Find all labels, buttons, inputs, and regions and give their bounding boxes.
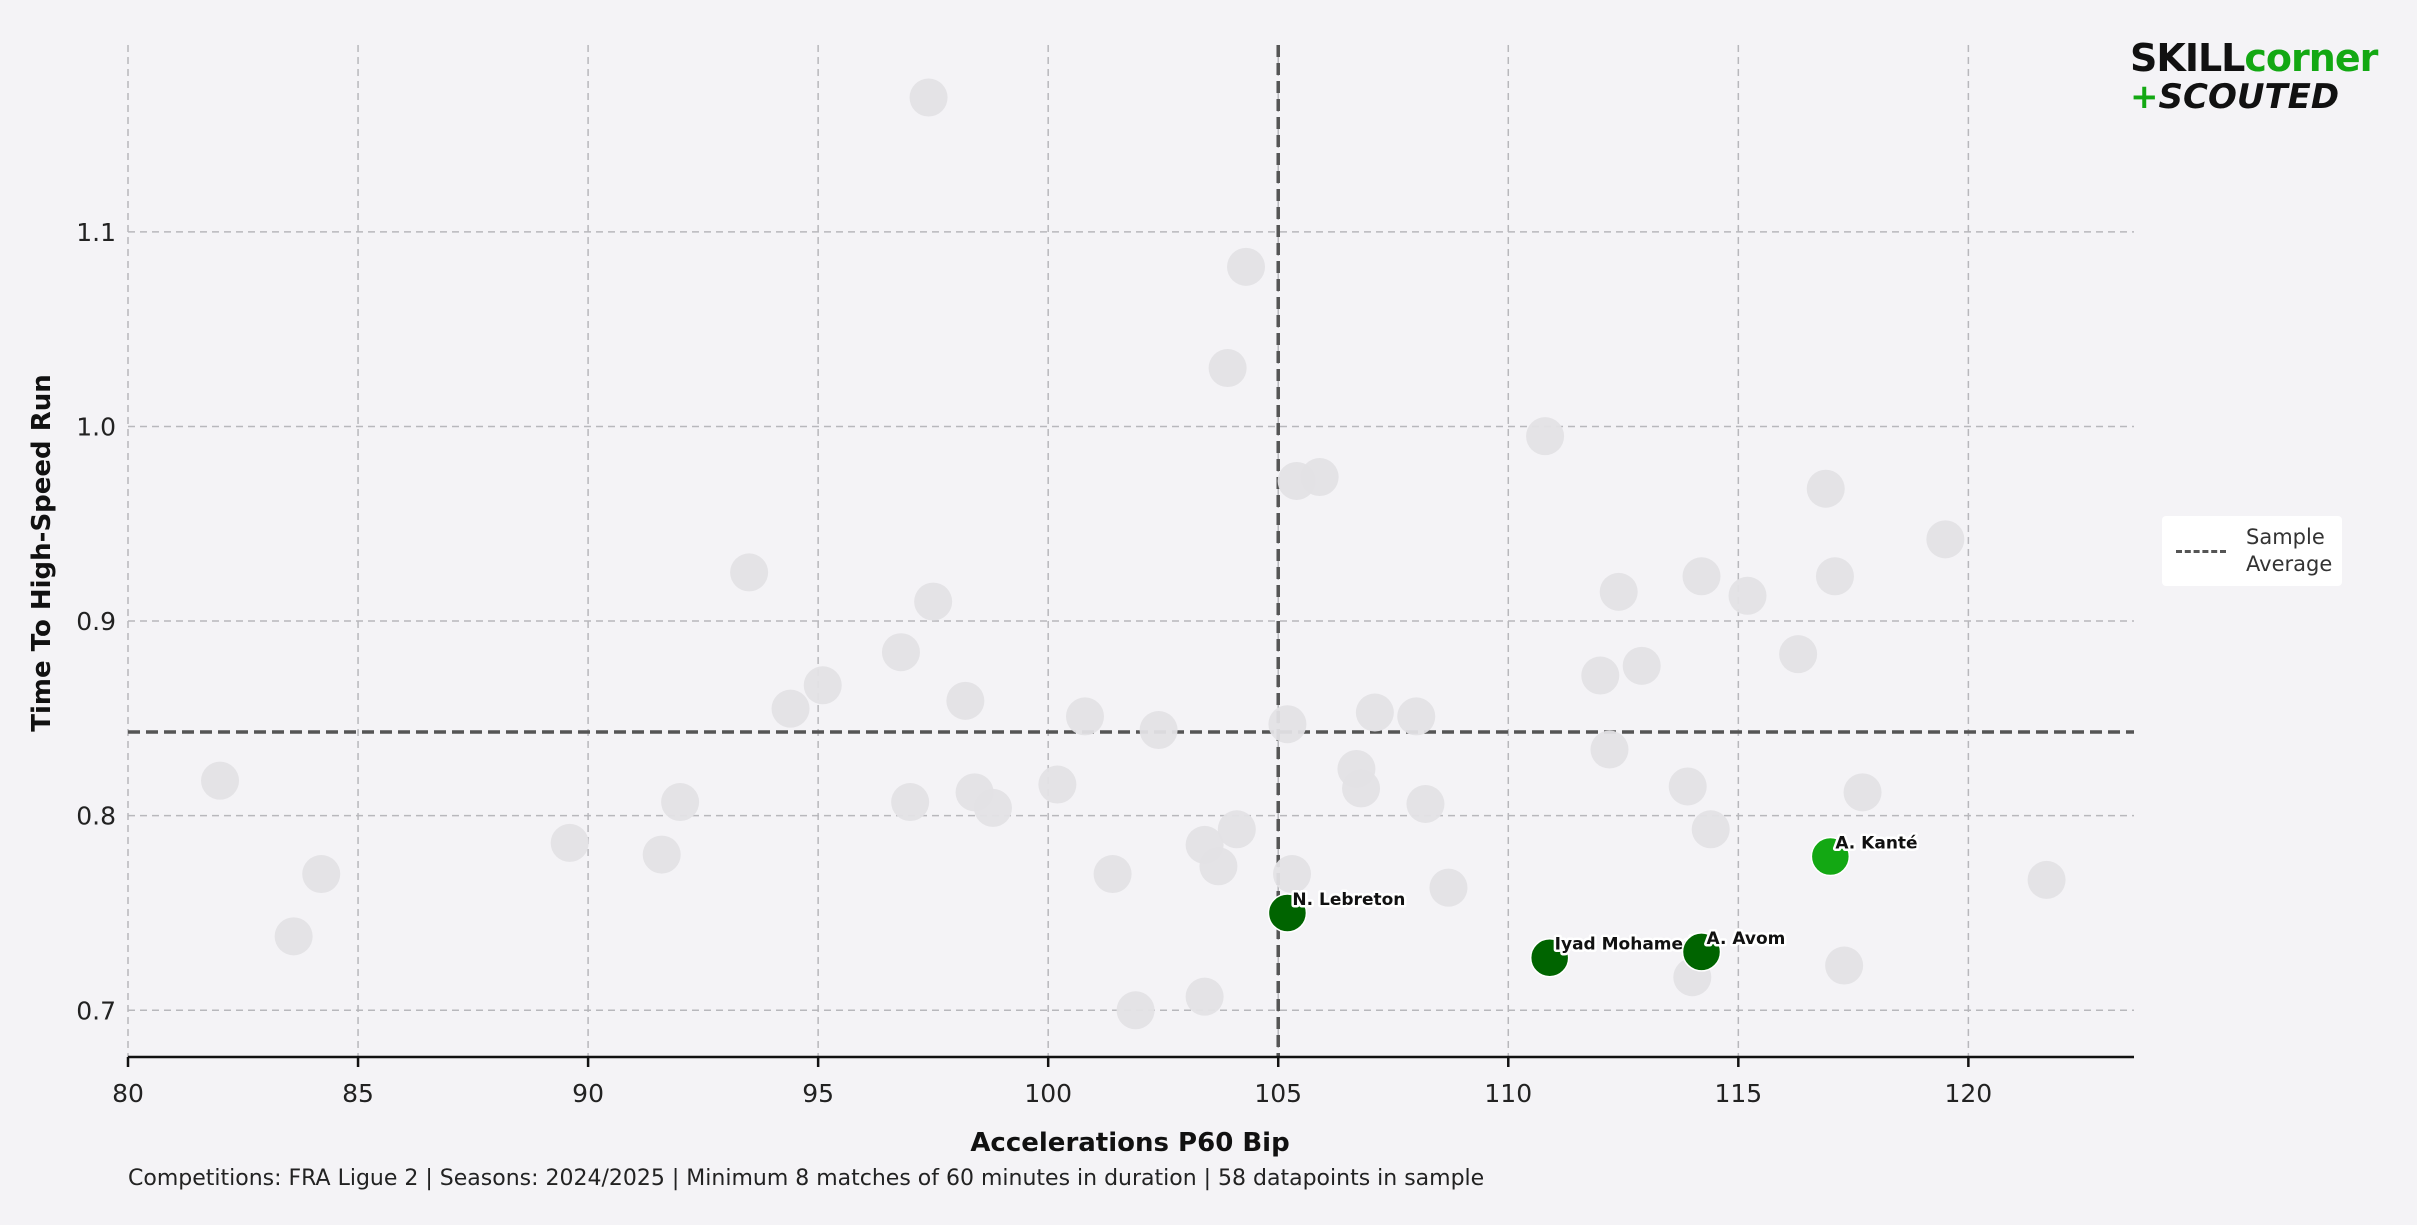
data-point-27 [1268, 705, 1307, 744]
data-point-36 [1429, 868, 1468, 907]
data-point-48 [1806, 469, 1845, 508]
data-point-7 [771, 689, 810, 728]
x-axis-title: Accelerations P60 Bip [970, 1128, 1289, 1158]
y-tick-label-0.7: 0.7 [76, 996, 116, 1025]
logo-scouted: SCOUTED [2158, 77, 2340, 117]
data-point-30 [1300, 458, 1339, 497]
data-point-16 [1038, 765, 1077, 804]
data-point-25 [1217, 810, 1256, 849]
legend: Sample Average [2162, 516, 2342, 586]
x-tick-label-85: 85 [342, 1079, 374, 1108]
footnote: Competitions: FRA Ligue 2 | Seasons: 202… [128, 1166, 1485, 1191]
y-axis-title: Time To High-Speed Run [27, 374, 57, 732]
data-point-37 [1526, 417, 1565, 456]
x-tick-label-90: 90 [572, 1079, 604, 1108]
data-point-39 [1590, 730, 1629, 769]
data-point-11 [909, 78, 948, 117]
logo-corner: corner [2244, 36, 2378, 80]
data-point-49 [1815, 557, 1854, 596]
y-tick-label-1.0: 1.0 [76, 412, 116, 441]
data-point-1 [274, 917, 313, 956]
data-point-47 [1779, 635, 1818, 674]
data-point-40 [1599, 572, 1638, 611]
data-point-32 [1342, 769, 1381, 808]
data-point-3 [550, 823, 589, 862]
legend-label: Sample Average [2246, 525, 2333, 576]
highlighted-point-1 [1529, 937, 1570, 978]
x-tick-label-105: 105 [1254, 1079, 1302, 1108]
highlighted-point-label-1: Iyad Mohamed [1555, 935, 1696, 955]
data-point-5 [661, 783, 700, 822]
data-point-18 [1093, 855, 1132, 894]
data-point-35 [1406, 785, 1445, 823]
data-point-0 [201, 761, 240, 800]
highlighted-point-0 [1267, 893, 1308, 933]
highlighted-point-3 [1810, 836, 1851, 877]
highlighted-point-label-2: A. Avom [1707, 929, 1786, 949]
skillcorner-scouted-logo: SKILLcorner +SCOUTED [2130, 38, 2380, 118]
y-tick-label-1.1: 1.1 [76, 218, 116, 247]
highlighted-point-label-3: A. Kanté [1835, 834, 1917, 854]
data-point-6 [730, 553, 769, 592]
data-point-44 [1682, 557, 1721, 596]
y-tick-labels: 0.7 0.8 0.9 1.0 1.1 [76, 218, 116, 1025]
sample-average-lines [128, 45, 2134, 1057]
x-tick-labels: 80 85 90 95 100 105 110 115 120 [112, 1079, 1992, 1108]
data-point-26 [1227, 247, 1266, 286]
logo-line-2: +SCOUTED [2130, 78, 2380, 116]
x-tick-label-80: 80 [112, 1079, 144, 1108]
data-point-38 [1581, 656, 1620, 695]
data-point-41 [1622, 646, 1661, 685]
data-point-22 [1185, 977, 1224, 1016]
highlighted-point-2 [1681, 932, 1722, 972]
data-point-46 [1728, 576, 1767, 615]
data-point-50 [1825, 946, 1864, 985]
data-point-15 [973, 788, 1012, 827]
logo-skill: SKILL [2130, 36, 2245, 80]
data-point-17 [1065, 697, 1104, 736]
data-point-4 [642, 835, 681, 874]
x-axis [126, 1055, 2134, 1067]
x-tick-label-120: 120 [1945, 1079, 1993, 1108]
data-point-9 [881, 633, 920, 672]
data-point-53 [2027, 860, 2066, 899]
background-points [201, 78, 2066, 1030]
data-point-10 [891, 783, 930, 822]
logo-plus: + [2130, 77, 2159, 117]
x-tick-label-115: 115 [1714, 1079, 1762, 1108]
data-point-8 [803, 666, 842, 705]
x-tick-label-100: 100 [1024, 1079, 1072, 1108]
data-point-12 [914, 582, 953, 621]
data-point-52 [1926, 520, 1965, 559]
highlighted-points: N. Lebreton Iyad Mohamed A. Avom A. Kanté [1267, 831, 1920, 978]
legend-dash-line [2176, 550, 2226, 553]
grid-lines [127, 45, 2134, 1057]
data-point-2 [302, 855, 341, 894]
data-point-20 [1139, 711, 1178, 750]
data-point-34 [1397, 697, 1436, 736]
data-point-33 [1355, 693, 1394, 732]
highlighted-point-label-0: N. Lebreton [1292, 890, 1405, 910]
data-point-24 [1208, 349, 1247, 388]
data-point-19 [1116, 991, 1155, 1030]
logo-line-1: SKILLcorner [2130, 38, 2380, 78]
x-tick-label-110: 110 [1484, 1079, 1532, 1108]
y-tick-label-0.9: 0.9 [76, 607, 116, 636]
data-point-42 [1668, 767, 1707, 806]
data-point-28 [1273, 855, 1312, 894]
data-point-45 [1691, 810, 1730, 849]
data-point-13 [946, 681, 985, 720]
x-tick-label-95: 95 [802, 1079, 834, 1108]
y-tick-label-0.8: 0.8 [76, 802, 116, 831]
data-point-23 [1199, 847, 1238, 886]
data-point-51 [1843, 773, 1882, 812]
